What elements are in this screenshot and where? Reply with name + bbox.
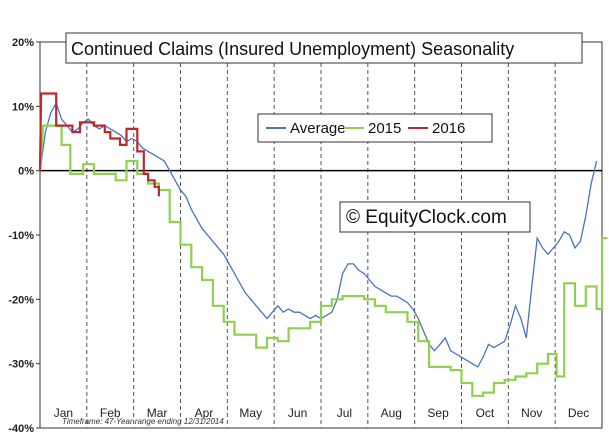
legend-label-2016: 2016 xyxy=(432,120,465,137)
title-box xyxy=(65,32,583,64)
month-label: Aug xyxy=(381,406,402,420)
timeframe-footnote: Timeframe: 47-Year range ending 12/31/20… xyxy=(62,417,224,426)
month-label: Oct xyxy=(476,406,495,420)
y-tick-label: 10% xyxy=(12,101,34,113)
x-axis-month-labels: Jan Feb Mar Apr May Jun Jul Aug Sep Oct Nov Dec xyxy=(54,406,590,420)
legend: Average 2015 2016 xyxy=(266,120,465,137)
y-tick-label: 20% xyxy=(12,37,34,49)
series-line-average xyxy=(39,101,598,368)
y-tick-label: 0% xyxy=(18,166,34,178)
legend-box xyxy=(257,113,493,143)
y-tick-label: -40% xyxy=(8,423,34,435)
chart-title: Continued Claims (Insured Unemployment) … xyxy=(71,39,514,59)
y-tick-label: -20% xyxy=(8,294,34,306)
month-label: Feb xyxy=(100,406,121,420)
y-axis-ticks: 20% 10% 0% -10% -20% -30% -40% xyxy=(8,37,40,435)
month-label: Sep xyxy=(427,406,449,420)
month-label: Dec xyxy=(568,406,589,420)
month-label: Jul xyxy=(337,406,352,420)
series-layer xyxy=(38,92,608,397)
month-label: Apr xyxy=(195,406,214,420)
month-label: Mar xyxy=(147,406,168,420)
series-line-2016 xyxy=(38,92,160,197)
y-tick-label: -10% xyxy=(8,230,34,242)
y-tick-label: -30% xyxy=(8,359,34,371)
legend-label-average: Average xyxy=(290,120,346,137)
legend-label-2015: 2015 xyxy=(368,120,401,137)
watermark-text: © EquityClock.com xyxy=(346,207,507,228)
month-label: Jun xyxy=(288,406,307,420)
month-label: May xyxy=(239,406,262,420)
month-label: Nov xyxy=(521,406,542,420)
watermark-box xyxy=(339,201,531,233)
month-label: Jan xyxy=(54,406,73,420)
